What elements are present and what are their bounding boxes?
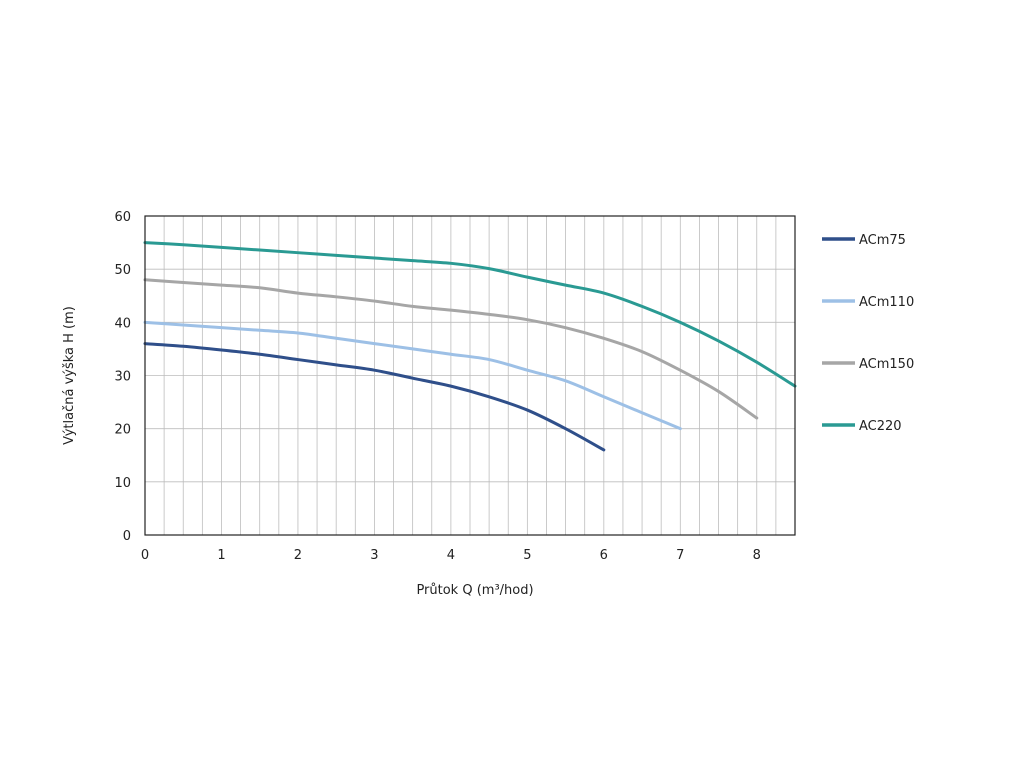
x-tick-label: 5 bbox=[523, 548, 531, 563]
x-tick-label: 3 bbox=[370, 548, 378, 563]
x-tick-label: 6 bbox=[600, 548, 608, 563]
y-tick-label: 30 bbox=[114, 370, 131, 385]
legend-label-acm110: ACm110 bbox=[859, 295, 914, 310]
y-tick-label: 50 bbox=[114, 263, 131, 278]
series-line-ac220 bbox=[143, 241, 797, 388]
x-tick-label: 1 bbox=[217, 548, 225, 563]
series-line-acm150 bbox=[143, 278, 759, 420]
y-axis-title: Výtlačná výška H (m) bbox=[62, 306, 77, 445]
x-tick-label: 2 bbox=[294, 548, 302, 563]
plot-area-frame bbox=[144, 215, 796, 536]
x-tick-label: 7 bbox=[676, 548, 684, 563]
legend-label-ac220: AC220 bbox=[859, 419, 902, 434]
y-tick-label: 60 bbox=[114, 210, 131, 225]
x-tick-label: 4 bbox=[447, 548, 455, 563]
y-tick-label: 0 bbox=[123, 529, 131, 544]
y-tick-label: 20 bbox=[114, 423, 131, 438]
legend-label-acm150: ACm150 bbox=[859, 357, 914, 372]
x-axis-title: Průtok Q (m³/hod) bbox=[416, 583, 533, 598]
series-line-acm75 bbox=[143, 342, 606, 452]
y-tick-label: 40 bbox=[114, 316, 131, 331]
legend-label-acm75: ACm75 bbox=[859, 233, 906, 248]
series-lines bbox=[143, 241, 797, 452]
y-tick-label: 10 bbox=[114, 476, 131, 491]
legend: ACm75 ACm110 ACm150 AC220 bbox=[822, 233, 914, 434]
grid bbox=[144, 215, 796, 536]
series-line-acm110 bbox=[143, 320, 682, 431]
x-tick-label: 8 bbox=[753, 548, 761, 563]
tick-labels: 0 1 2 3 4 5 6 7 8 0 10 20 30 40 50 60 bbox=[114, 210, 760, 563]
x-tick-label: 0 bbox=[141, 548, 149, 563]
